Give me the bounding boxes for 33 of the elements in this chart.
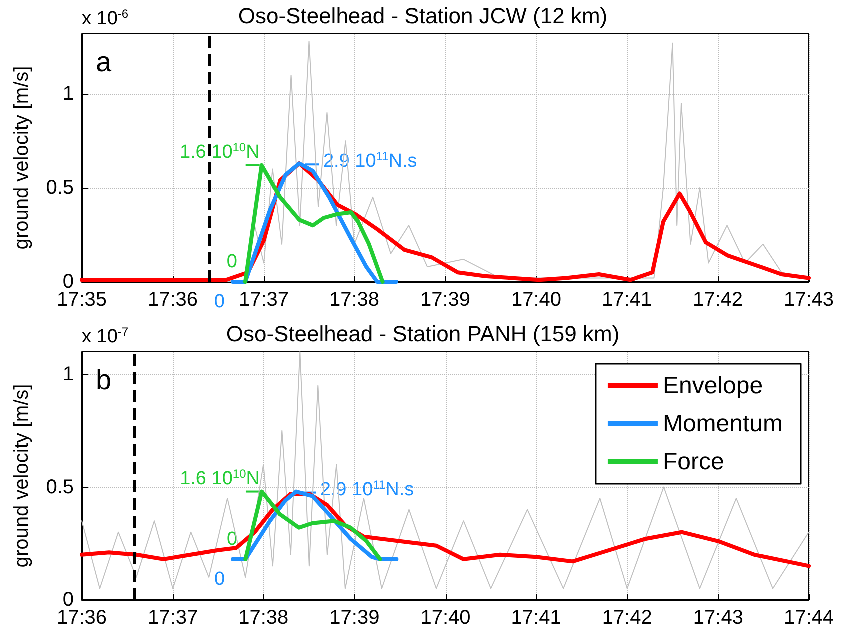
annotation: 0 <box>214 568 226 590</box>
y-tick-label: 0.5 <box>46 476 74 498</box>
x-tick-label: 17:36 <box>148 289 198 311</box>
y-axis-title: ground velocity [m/s] <box>11 66 33 250</box>
x-tick-label: 17:41 <box>602 289 652 311</box>
x-tick-label: 17:38 <box>238 607 289 629</box>
y-tick-label: 1 <box>62 364 74 386</box>
x-tick-label: 17:40 <box>511 289 562 311</box>
x-tick-label: 17:42 <box>692 289 744 311</box>
y-axis-title: ground velocity [m/s] <box>11 384 33 568</box>
legend-label: Envelope <box>662 372 764 400</box>
x-tick-label: 17:37 <box>148 607 198 629</box>
x-tick-label: 17:43 <box>784 289 834 311</box>
annotation: b <box>96 364 112 396</box>
x-tick-label: 17:38 <box>329 289 380 311</box>
x-tick-label: 17:42 <box>602 607 652 629</box>
legend-label: Momentum <box>662 410 784 438</box>
x-tick-label: 17:39 <box>330 607 380 629</box>
x-tick-label: 17:43 <box>693 607 744 629</box>
chart-title: Oso-Steelhead - Station JCW (12 km) <box>238 4 608 28</box>
line-series <box>82 352 810 590</box>
y-tick-label: 0.5 <box>46 177 74 200</box>
legend-label: Force <box>662 448 724 476</box>
x-tick-label: 17:41 <box>511 607 562 629</box>
x-tick-label: 17:39 <box>420 289 471 311</box>
x-tick-label: 17:44 <box>784 607 834 629</box>
x-tick-label: 17:40 <box>420 607 471 629</box>
x-tick-label: 17:37 <box>238 289 290 311</box>
y-tick-label: 1 <box>62 83 74 106</box>
annotation: a <box>96 46 112 78</box>
annotation: 0 <box>226 252 238 272</box>
annotation: 0 <box>214 292 225 312</box>
chart-title: Oso-Steelhead - Station PANH (159 km) <box>226 322 620 346</box>
